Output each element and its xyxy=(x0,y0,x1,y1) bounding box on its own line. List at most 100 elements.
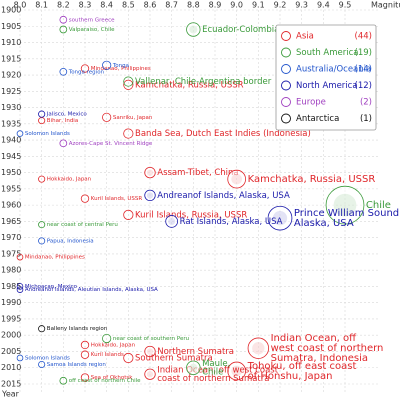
quake-glow xyxy=(252,342,265,355)
quake-point xyxy=(38,175,46,183)
quake-label: Tohoku, off east coast xyxy=(247,361,357,372)
quake-label: Kamchatka, Russia, USSR xyxy=(248,174,376,185)
y-tick-label: 1910 xyxy=(1,38,21,47)
x-axis-label: Magnitude xyxy=(371,1,400,10)
quake-label: Michoacan, Mexico xyxy=(25,284,78,290)
x-tick-label: 8.7 xyxy=(165,1,178,10)
x-tick-label: 9.5 xyxy=(339,1,352,10)
quake-label: coast of northern Sumatra xyxy=(157,374,269,384)
quake-label: Kuril Islands xyxy=(91,352,124,358)
x-tick-label: 9.2 xyxy=(274,1,287,10)
x-tick-label: 9.0 xyxy=(230,1,243,10)
quake-point xyxy=(38,325,46,333)
y-tick-label: 1900 xyxy=(1,6,21,15)
quake-point xyxy=(59,139,68,148)
quake-label: Indian Ocean, off west coast xyxy=(157,365,278,375)
quake-point xyxy=(144,166,156,179)
y-tick-label: 1905 xyxy=(1,22,21,31)
legend-label: Europe xyxy=(296,98,326,108)
quake-label: Rat Islands, Alaska, USA xyxy=(180,217,283,227)
quake-label: Tonga xyxy=(112,63,129,69)
quake-label: Mindanao, Philippines xyxy=(25,255,85,261)
quake-label: Sea of Okhotsk xyxy=(91,375,133,381)
quake-point xyxy=(144,345,156,358)
quake-label: Andreanof Islands, Alaska, USA xyxy=(157,191,290,201)
quake-label: Bihar, India xyxy=(47,118,78,124)
quake-point xyxy=(102,60,112,70)
quake-point xyxy=(186,22,201,37)
quake-label: Kuril Islands, USSR xyxy=(91,196,143,202)
quake-glow xyxy=(146,371,154,378)
quake-label: of Honshu, Japan xyxy=(248,371,333,382)
quake-label: Indian Ocean, off xyxy=(271,333,358,344)
quake-point xyxy=(38,237,46,245)
legend-marker xyxy=(281,113,291,124)
quake-label: near coast of southern Peru xyxy=(113,336,189,342)
legend-count: (12) xyxy=(355,81,372,91)
y-tick-label: 1925 xyxy=(1,87,21,96)
quake-point xyxy=(16,286,24,293)
quake-glow xyxy=(146,192,154,199)
quake-label: Kuril Islands, Russia, USSR xyxy=(135,210,247,220)
quake-point xyxy=(59,15,68,24)
quake-label: Papua, Indonesia xyxy=(47,238,94,244)
y-tick-label: 1960 xyxy=(1,201,21,210)
quake-point xyxy=(123,76,134,87)
y-tick-label: 1945 xyxy=(1,152,21,161)
quake-point xyxy=(80,373,90,382)
quake-glow xyxy=(231,365,243,377)
quake-point xyxy=(59,67,68,76)
quake-glow xyxy=(333,193,357,217)
quake-label: Vallenar, Chile-Argentina border xyxy=(135,77,272,87)
y-tick-label: 2015 xyxy=(1,380,21,389)
y-tick-label: 1955 xyxy=(1,184,21,193)
y-tick-label: 1990 xyxy=(1,298,21,307)
quake-label: Prince William Sound, xyxy=(294,208,400,219)
quake-label: Samoa Islands region xyxy=(47,362,107,368)
quake-glow xyxy=(146,348,154,355)
quake-glow xyxy=(272,210,288,226)
y-tick-label: 1995 xyxy=(1,314,21,323)
y-tick-label: 1930 xyxy=(1,103,21,112)
quake-point xyxy=(16,130,24,137)
quake-point xyxy=(267,205,293,231)
y-tick-label: 2010 xyxy=(1,363,21,372)
quake-label: off coast of northern Chile xyxy=(69,378,141,384)
quake-label: Southern Sumatra xyxy=(135,353,213,363)
quake-label: Jalisco, Mexico xyxy=(46,112,88,118)
quake-point xyxy=(80,340,90,350)
quake-point xyxy=(38,221,46,229)
quake-label: Banda Sea, Dutch East Indies (Indonesia) xyxy=(135,129,311,139)
quake-point xyxy=(123,209,134,220)
legend-marker xyxy=(281,64,291,74)
quake-point xyxy=(165,215,179,228)
quake-label: Chile xyxy=(202,367,223,377)
x-tick-label: 8.8 xyxy=(187,1,200,10)
x-tick-label: 8.9 xyxy=(209,1,222,10)
x-tick-label: 9.4 xyxy=(317,1,330,10)
quake-label: Northern Sumatra xyxy=(157,347,234,357)
legend-marker xyxy=(281,47,291,58)
quake-point xyxy=(80,350,90,359)
quake-point xyxy=(123,79,134,90)
quake-point xyxy=(123,352,134,364)
legend-marker xyxy=(281,80,291,91)
legend-count: (44) xyxy=(355,32,372,42)
quake-label: Tonga region xyxy=(68,69,105,75)
quake-point xyxy=(144,368,156,380)
x-tick-label: 8.6 xyxy=(144,1,157,10)
quake-label: Andreanof Islands, Aleutian Islands, Ala… xyxy=(25,287,158,293)
quake-label: Solomon Islands xyxy=(25,355,70,361)
y-tick-label: 2005 xyxy=(1,347,21,356)
quake-label: Solomon Islands xyxy=(25,131,70,137)
quake-label: Maule, xyxy=(202,359,230,369)
x-tick-label: 9.1 xyxy=(252,1,265,10)
quake-glow xyxy=(189,363,198,372)
x-tick-label: 9.3 xyxy=(295,1,308,10)
quake-point xyxy=(102,333,112,344)
quake-point xyxy=(227,169,246,189)
quake-point xyxy=(38,110,46,118)
quake-point xyxy=(59,376,68,385)
quake-glow xyxy=(168,217,176,225)
legend-label: North America xyxy=(296,81,358,91)
